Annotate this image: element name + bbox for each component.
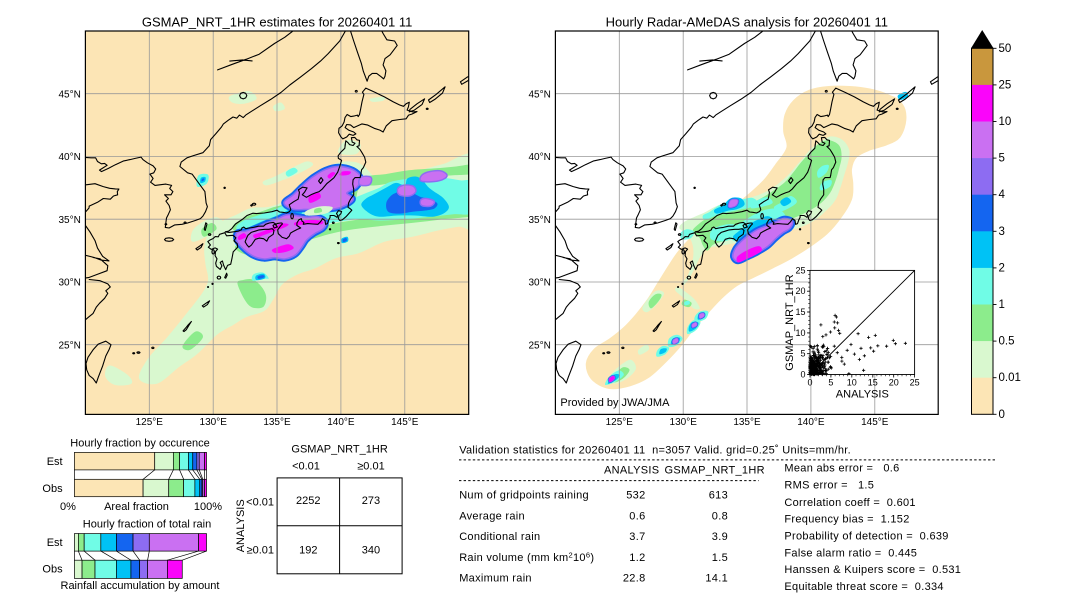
- svg-text:<0.01: <0.01: [246, 497, 274, 509]
- svg-text:40°N: 40°N: [528, 152, 550, 163]
- svg-text:613: 613: [709, 490, 728, 502]
- svg-text:RMS error = 1.5: RMS error = 1.5: [784, 480, 874, 492]
- svg-text:25°N: 25°N: [528, 340, 550, 351]
- svg-text:ANALYSIS: ANALYSIS: [235, 499, 247, 552]
- svg-text:Hourly fraction of total rain: Hourly fraction of total rain: [83, 519, 211, 531]
- svg-text:25: 25: [795, 265, 805, 275]
- svg-text:3: 3: [999, 226, 1005, 238]
- svg-text:Frequency bias = 1.152: Frequency bias = 1.152: [784, 514, 909, 526]
- svg-text:Rain volume (mm km2106): Rain volume (mm km2106): [459, 550, 594, 564]
- svg-text:10: 10: [795, 328, 805, 338]
- svg-text:40°N: 40°N: [58, 152, 80, 163]
- svg-text:5: 5: [999, 153, 1005, 165]
- svg-text:Obs: Obs: [42, 564, 63, 576]
- svg-text:45°N: 45°N: [58, 89, 80, 100]
- svg-text:135°E: 135°E: [733, 417, 761, 428]
- svg-text:140°E: 140°E: [797, 417, 825, 428]
- svg-text:Probability of detection = 0.: Probability of detection = 0.639: [784, 531, 948, 543]
- svg-text:Maximum rain: Maximum rain: [459, 573, 532, 585]
- svg-text:1.5: 1.5: [712, 552, 728, 564]
- svg-text:135°E: 135°E: [263, 417, 291, 428]
- svg-text:192: 192: [299, 545, 317, 557]
- svg-text:22.8: 22.8: [623, 573, 646, 585]
- svg-text:25: 25: [910, 378, 920, 388]
- svg-text:130°E: 130°E: [670, 417, 698, 428]
- svg-text:GSMAP_NRT_1HR: GSMAP_NRT_1HR: [291, 444, 387, 456]
- svg-text:Obs: Obs: [42, 483, 63, 495]
- svg-text:Average rain: Average rain: [459, 510, 525, 522]
- svg-text:Provided by JWA/JMA: Provided by JWA/JMA: [560, 397, 670, 409]
- svg-text:1.2: 1.2: [629, 552, 645, 564]
- svg-text:GSMAP_NRT_1HR: GSMAP_NRT_1HR: [665, 464, 765, 476]
- svg-text:0.8: 0.8: [712, 510, 728, 522]
- svg-text:140°E: 140°E: [327, 417, 355, 428]
- svg-text:35°N: 35°N: [528, 215, 550, 226]
- svg-text:15: 15: [868, 378, 878, 388]
- svg-text:≥0.01: ≥0.01: [247, 545, 274, 557]
- svg-text:Est: Est: [47, 456, 63, 468]
- svg-text:Conditional rain: Conditional rain: [459, 531, 540, 543]
- svg-text:100%: 100%: [194, 501, 222, 513]
- svg-text:45°N: 45°N: [528, 89, 550, 100]
- svg-text:GSMAP_NRT_1HR estimates for 20: GSMAP_NRT_1HR estimates for 20260401 11: [142, 15, 413, 30]
- svg-text:532: 532: [626, 490, 645, 502]
- svg-text:GSMAP_NRT_1HR: GSMAP_NRT_1HR: [784, 274, 796, 370]
- svg-text:145°E: 145°E: [391, 417, 419, 428]
- svg-text:0: 0: [807, 378, 812, 388]
- svg-text:Hourly fraction by occurence: Hourly fraction by occurence: [70, 438, 209, 450]
- svg-text:10: 10: [847, 378, 857, 388]
- svg-text:Hanssen & Kuipers score = 0.5: Hanssen & Kuipers score = 0.531: [784, 564, 961, 576]
- svg-text:0.6: 0.6: [629, 510, 645, 522]
- svg-text:Hourly Radar-AMeDAS analysis f: Hourly Radar-AMeDAS analysis for 2026040…: [606, 15, 888, 30]
- svg-text:0.01: 0.01: [999, 372, 1021, 384]
- svg-text:35°N: 35°N: [58, 215, 80, 226]
- svg-text:Est: Est: [47, 537, 63, 549]
- svg-text:30°N: 30°N: [58, 278, 80, 289]
- svg-text:Validation statistics for 2026: Validation statistics for 20260401 11 n=…: [459, 445, 851, 457]
- svg-text:ANALYSIS: ANALYSIS: [604, 464, 659, 476]
- svg-text:130°E: 130°E: [200, 417, 228, 428]
- svg-text:Mean abs error = 0.6: Mean abs error = 0.6: [784, 462, 899, 474]
- svg-text:1: 1: [999, 299, 1005, 311]
- svg-text:3.7: 3.7: [629, 531, 645, 543]
- svg-text:0: 0: [999, 409, 1005, 421]
- svg-text:3.9: 3.9: [712, 531, 728, 543]
- svg-text:<0.01: <0.01: [292, 461, 320, 473]
- svg-text:50: 50: [999, 43, 1012, 55]
- svg-text:0%: 0%: [60, 501, 76, 513]
- svg-text:False alarm ratio = 0.445: False alarm ratio = 0.445: [784, 547, 917, 559]
- svg-text:0: 0: [800, 370, 805, 380]
- svg-text:20: 20: [795, 286, 805, 296]
- svg-text:20: 20: [889, 378, 899, 388]
- svg-text:340: 340: [362, 545, 380, 557]
- svg-text:25: 25: [999, 79, 1012, 91]
- svg-text:≥0.01: ≥0.01: [357, 461, 384, 473]
- svg-text:25°N: 25°N: [58, 340, 80, 351]
- svg-text:10: 10: [999, 116, 1012, 128]
- svg-text:Rainfall accumulation by amoun: Rainfall accumulation by amount: [61, 580, 220, 592]
- svg-text:Equitable threat score = 0.33: Equitable threat score = 0.334: [784, 581, 943, 593]
- svg-text:2: 2: [999, 262, 1005, 274]
- svg-text:ANALYSIS: ANALYSIS: [836, 389, 889, 401]
- svg-text:5: 5: [800, 349, 805, 359]
- svg-text:Correlation coeff = 0.601: Correlation coeff = 0.601: [784, 497, 915, 509]
- svg-text:125°E: 125°E: [606, 417, 634, 428]
- svg-text:Areal fraction: Areal fraction: [104, 501, 169, 513]
- svg-text:273: 273: [362, 495, 380, 507]
- svg-text:125°E: 125°E: [136, 417, 164, 428]
- svg-text:30°N: 30°N: [528, 278, 550, 289]
- svg-text:14.1: 14.1: [705, 573, 728, 585]
- svg-text:145°E: 145°E: [861, 417, 889, 428]
- svg-text:2252: 2252: [296, 495, 320, 507]
- svg-text:5: 5: [828, 378, 833, 388]
- svg-text:4: 4: [999, 189, 1006, 201]
- svg-text:Num of gridpoints raining: Num of gridpoints raining: [459, 490, 589, 502]
- svg-text:15: 15: [795, 307, 805, 317]
- svg-text:0.5: 0.5: [999, 336, 1015, 348]
